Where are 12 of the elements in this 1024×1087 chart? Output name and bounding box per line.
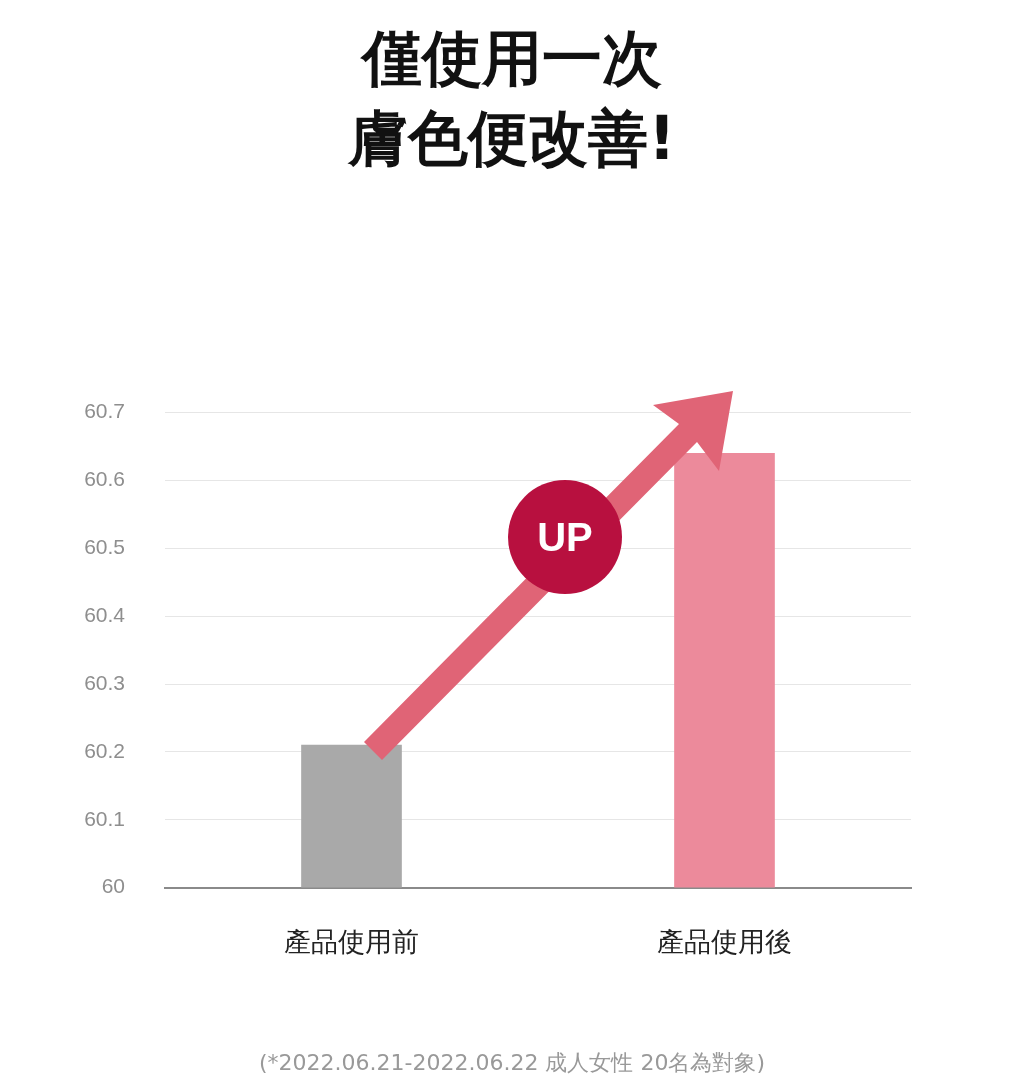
y-tick-label: 60.2 xyxy=(84,738,125,762)
chart-title: 僅使用一次膚色便改善! xyxy=(347,22,677,175)
y-tick-label: 60.4 xyxy=(84,602,126,626)
y-tick-label: 60.3 xyxy=(84,670,125,694)
y-tick-label: 60.1 xyxy=(84,806,125,830)
text: (*2022.06.21-2022.06.22 成人女性 20名為對象) xyxy=(258,1049,766,1077)
y-tick-label: 60 xyxy=(101,874,125,898)
y-tick-label: 60.6 xyxy=(84,467,125,491)
x-tick-label: 產品使用後 xyxy=(657,925,792,957)
x-tick-label: 產品使用前 xyxy=(284,925,419,957)
y-tick-label: 60.5 xyxy=(84,535,125,559)
y-tick-label: 60.7 xyxy=(84,399,125,423)
